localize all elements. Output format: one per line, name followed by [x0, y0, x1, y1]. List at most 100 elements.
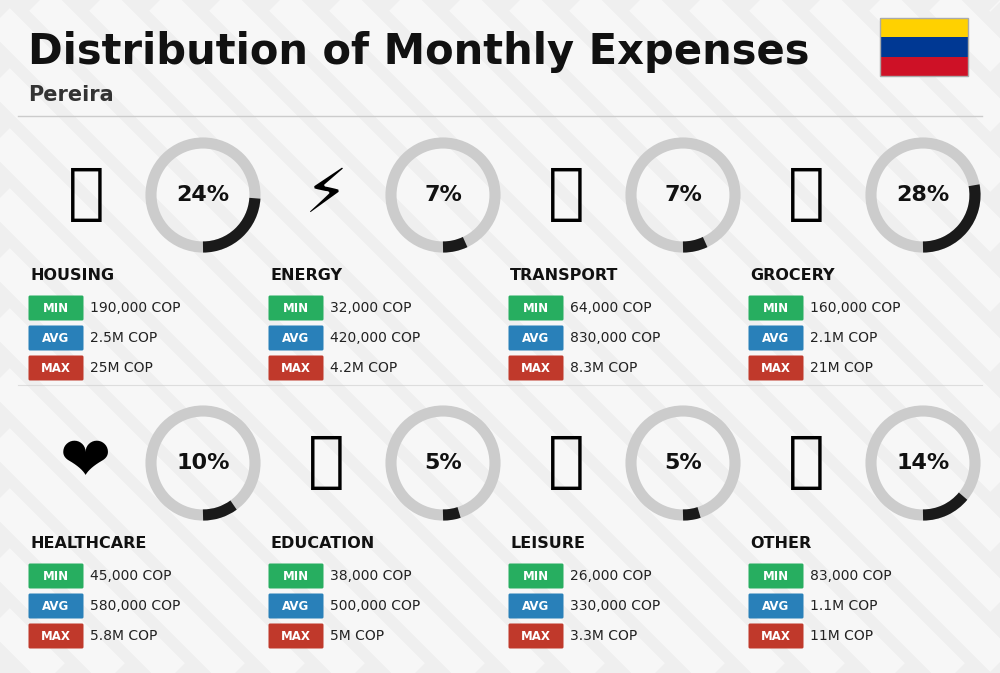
Bar: [880, 57, 968, 76]
Text: 330,000 COP: 330,000 COP: [570, 599, 660, 613]
FancyBboxPatch shape: [28, 295, 84, 320]
FancyBboxPatch shape: [509, 563, 564, 588]
Text: HOUSING: HOUSING: [30, 267, 114, 283]
Text: MIN: MIN: [283, 302, 309, 314]
Text: HEALTHCARE: HEALTHCARE: [30, 536, 146, 551]
Text: 2.1M COP: 2.1M COP: [810, 331, 877, 345]
Text: MIN: MIN: [523, 569, 549, 583]
Text: 5.8M COP: 5.8M COP: [90, 629, 157, 643]
Text: MAX: MAX: [521, 361, 551, 374]
Text: AVG: AVG: [42, 600, 70, 612]
Bar: [880, 18, 968, 76]
FancyBboxPatch shape: [748, 326, 804, 351]
Text: 5%: 5%: [664, 453, 702, 473]
FancyBboxPatch shape: [268, 326, 324, 351]
Text: Distribution of Monthly Expenses: Distribution of Monthly Expenses: [28, 31, 810, 73]
FancyBboxPatch shape: [748, 563, 804, 588]
FancyBboxPatch shape: [509, 326, 564, 351]
Text: MIN: MIN: [523, 302, 549, 314]
Text: 4.2M COP: 4.2M COP: [330, 361, 397, 375]
Text: Pereira: Pereira: [28, 85, 114, 105]
Text: LEISURE: LEISURE: [510, 536, 585, 551]
FancyBboxPatch shape: [748, 295, 804, 320]
Text: 🛒: 🛒: [788, 166, 824, 225]
FancyBboxPatch shape: [268, 295, 324, 320]
Text: MAX: MAX: [281, 629, 311, 643]
Text: 💰: 💰: [788, 433, 824, 493]
Text: 26,000 COP: 26,000 COP: [570, 569, 652, 583]
Text: 190,000 COP: 190,000 COP: [90, 301, 180, 315]
FancyBboxPatch shape: [268, 623, 324, 649]
Text: 83,000 COP: 83,000 COP: [810, 569, 892, 583]
Text: AVG: AVG: [762, 600, 790, 612]
Text: MAX: MAX: [761, 361, 791, 374]
Text: 5M COP: 5M COP: [330, 629, 384, 643]
Text: 10%: 10%: [176, 453, 230, 473]
Text: OTHER: OTHER: [750, 536, 811, 551]
Text: AVG: AVG: [522, 332, 550, 345]
Text: AVG: AVG: [522, 600, 550, 612]
FancyBboxPatch shape: [509, 594, 564, 618]
FancyBboxPatch shape: [268, 355, 324, 380]
Text: 7%: 7%: [424, 185, 462, 205]
Text: 8.3M COP: 8.3M COP: [570, 361, 637, 375]
Text: 25M COP: 25M COP: [90, 361, 153, 375]
Text: 🏢: 🏢: [68, 166, 104, 225]
Text: 3.3M COP: 3.3M COP: [570, 629, 637, 643]
Text: MIN: MIN: [43, 302, 69, 314]
Text: ⚡: ⚡: [305, 166, 347, 225]
Text: 5%: 5%: [424, 453, 462, 473]
Bar: [880, 18, 968, 37]
Text: AVG: AVG: [762, 332, 790, 345]
FancyBboxPatch shape: [28, 623, 84, 649]
Text: 38,000 COP: 38,000 COP: [330, 569, 412, 583]
FancyBboxPatch shape: [748, 594, 804, 618]
FancyBboxPatch shape: [28, 355, 84, 380]
Text: AVG: AVG: [282, 600, 310, 612]
FancyBboxPatch shape: [509, 295, 564, 320]
FancyBboxPatch shape: [268, 563, 324, 588]
Text: 21M COP: 21M COP: [810, 361, 873, 375]
Text: 11M COP: 11M COP: [810, 629, 873, 643]
Text: MIN: MIN: [283, 569, 309, 583]
Text: MIN: MIN: [763, 302, 789, 314]
Text: 14%: 14%: [896, 453, 950, 473]
Text: 500,000 COP: 500,000 COP: [330, 599, 420, 613]
Text: 45,000 COP: 45,000 COP: [90, 569, 172, 583]
Text: MAX: MAX: [761, 629, 791, 643]
Text: ENERGY: ENERGY: [270, 267, 342, 283]
FancyBboxPatch shape: [748, 355, 804, 380]
Text: 7%: 7%: [664, 185, 702, 205]
Text: MAX: MAX: [41, 629, 71, 643]
Text: EDUCATION: EDUCATION: [270, 536, 374, 551]
Text: MAX: MAX: [521, 629, 551, 643]
Text: GROCERY: GROCERY: [750, 267, 834, 283]
Text: 64,000 COP: 64,000 COP: [570, 301, 652, 315]
Text: MIN: MIN: [763, 569, 789, 583]
FancyBboxPatch shape: [28, 326, 84, 351]
Text: AVG: AVG: [42, 332, 70, 345]
Text: 🛍️: 🛍️: [548, 433, 584, 493]
Bar: [880, 37, 968, 57]
FancyBboxPatch shape: [509, 355, 564, 380]
Text: 🎓: 🎓: [308, 433, 344, 493]
Text: 160,000 COP: 160,000 COP: [810, 301, 900, 315]
Text: TRANSPORT: TRANSPORT: [510, 267, 618, 283]
Text: MAX: MAX: [41, 361, 71, 374]
Text: 1.1M COP: 1.1M COP: [810, 599, 878, 613]
Text: ❤️: ❤️: [60, 433, 112, 493]
Text: 2.5M COP: 2.5M COP: [90, 331, 157, 345]
Text: 🚌: 🚌: [548, 166, 584, 225]
FancyBboxPatch shape: [509, 623, 564, 649]
Text: 28%: 28%: [896, 185, 950, 205]
Text: MIN: MIN: [43, 569, 69, 583]
FancyBboxPatch shape: [28, 594, 84, 618]
Text: 580,000 COP: 580,000 COP: [90, 599, 180, 613]
Text: 830,000 COP: 830,000 COP: [570, 331, 660, 345]
FancyBboxPatch shape: [28, 563, 84, 588]
Text: AVG: AVG: [282, 332, 310, 345]
FancyBboxPatch shape: [268, 594, 324, 618]
Text: 24%: 24%: [176, 185, 230, 205]
FancyBboxPatch shape: [748, 623, 804, 649]
Text: 420,000 COP: 420,000 COP: [330, 331, 420, 345]
